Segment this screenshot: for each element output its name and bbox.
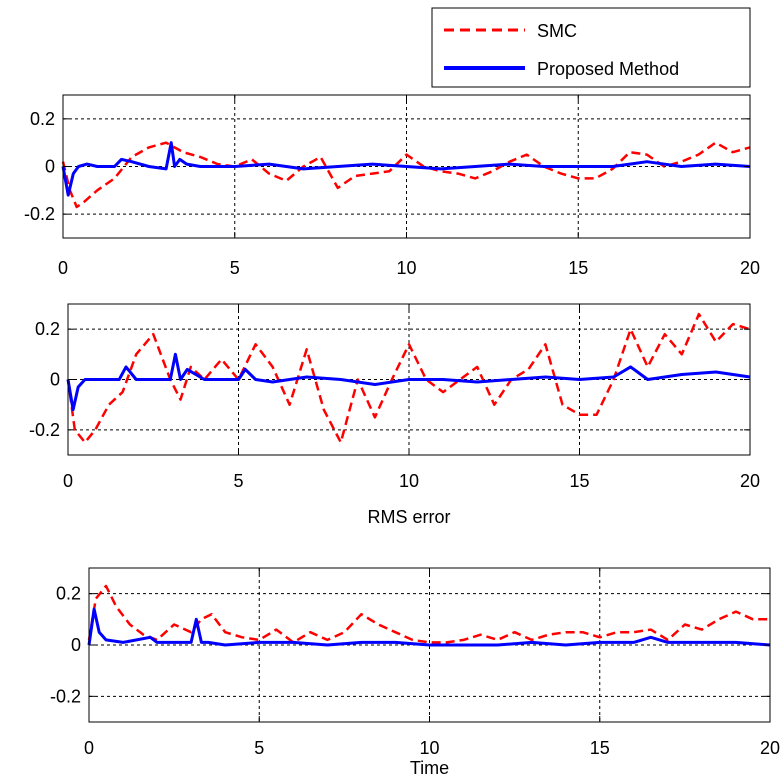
series-line-proposed-method — [61, 141, 751, 197]
subplot-2: 0 5 10 15 20 0.2 0 -0.2 RMS error — [29, 303, 760, 527]
series-line-smc — [61, 141, 751, 209]
x-tick-label: 20 — [740, 258, 760, 278]
series-line-smc — [87, 584, 770, 644]
legend-frame — [431, 7, 751, 88]
x-axis-label: RMS error — [367, 507, 450, 527]
y-tick-label: 0 — [71, 635, 81, 655]
x-tick-label: 10 — [419, 738, 439, 758]
y-tick-label: 0.2 — [30, 109, 55, 129]
x-tick-label: 15 — [590, 738, 610, 758]
y-tick-label: -0.2 — [29, 420, 60, 440]
y-tick-label: 0 — [50, 370, 60, 390]
series-line-smc — [66, 312, 751, 444]
x-tick-label: 0 — [84, 738, 94, 758]
y-tick-label: 0.2 — [35, 319, 60, 339]
x-tick-label: 5 — [254, 738, 264, 758]
series-line-proposed-method — [66, 352, 751, 412]
subplot-1: 0 5 10 15 20 0.2 0 -0.2 — [24, 94, 760, 278]
x-tick-label: 15 — [568, 258, 588, 278]
legend-label-proposed: Proposed Method — [537, 59, 679, 79]
x-tick-label: 5 — [233, 471, 243, 491]
y-tick-label: -0.2 — [50, 686, 81, 706]
x-tick-label: 0 — [58, 258, 68, 278]
y-tick-label: -0.2 — [24, 204, 55, 224]
x-tick-label: 10 — [396, 258, 416, 278]
series-line-proposed-method — [87, 607, 771, 647]
x-tick-label: 10 — [399, 471, 419, 491]
x-tick-label: 20 — [760, 738, 780, 758]
legend: SMC Proposed Method — [431, 7, 751, 88]
x-axis-label: Time — [410, 758, 449, 778]
subplot-3: 0 5 10 15 20 0.2 0 -0.2 Time — [50, 567, 780, 778]
x-tick-label: 20 — [740, 471, 760, 491]
y-tick-label: 0 — [45, 157, 55, 177]
x-tick-label: 15 — [569, 471, 589, 491]
x-tick-label: 5 — [230, 258, 240, 278]
x-tick-label: 0 — [63, 471, 73, 491]
y-tick-label: 0.2 — [56, 584, 81, 604]
legend-label-smc: SMC — [537, 21, 577, 41]
